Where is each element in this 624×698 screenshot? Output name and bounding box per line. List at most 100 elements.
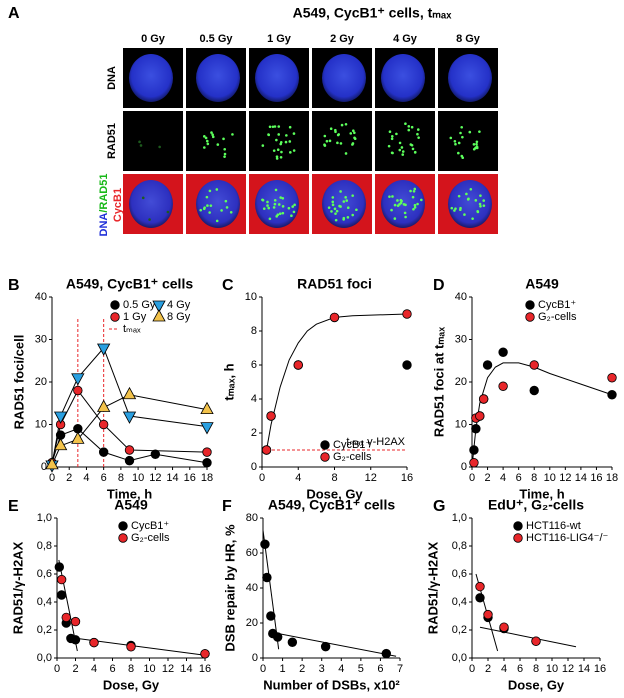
- x-axis-label: Dose, Gy: [103, 677, 160, 692]
- reference-label: tₘₐₓ γ-H2AX: [346, 436, 405, 448]
- focus: [334, 212, 337, 215]
- marker: [122, 411, 137, 424]
- focus: [274, 188, 278, 192]
- focus: [463, 213, 466, 216]
- marker: [53, 411, 68, 424]
- focus: [468, 130, 472, 134]
- focus: [461, 135, 464, 139]
- marker: [381, 648, 392, 659]
- nucleus: [381, 54, 425, 102]
- marker: [56, 574, 67, 585]
- legend-label: HCT116-LIG4⁻/⁻: [526, 532, 609, 544]
- focus: [474, 199, 478, 202]
- legend-marker: [525, 300, 535, 310]
- marker: [71, 431, 85, 444]
- focus: [267, 206, 271, 210]
- x-tick-label: 8: [533, 663, 539, 675]
- focus: [224, 199, 228, 203]
- marker: [124, 445, 135, 455]
- focus: [404, 203, 407, 207]
- x-tick-label: 8: [331, 472, 337, 484]
- marker: [529, 385, 539, 396]
- y-tick-label: 20: [35, 376, 47, 388]
- x-tick-label: 0: [469, 663, 475, 675]
- y-tick-label: 0: [251, 461, 257, 473]
- focus: [388, 130, 392, 133]
- focus: [454, 142, 457, 146]
- x-tick-label: 12: [559, 472, 571, 484]
- x-tick-label: 16: [594, 663, 606, 675]
- fit-line: [266, 313, 408, 451]
- y-tick-label: 10: [455, 418, 467, 430]
- focus: [472, 143, 476, 146]
- y-axis-label: RAD51/γ-H2AX: [10, 541, 25, 634]
- focus: [323, 134, 327, 138]
- focus: [275, 157, 279, 160]
- focus: [284, 140, 288, 144]
- focus: [349, 132, 353, 135]
- focus: [351, 194, 354, 197]
- marker: [287, 637, 298, 647]
- focus: [279, 196, 282, 199]
- panel-label: D: [433, 277, 445, 294]
- x-tick-label: 0: [49, 472, 55, 484]
- y-tick-label: 0: [461, 461, 467, 473]
- micrograph: [438, 111, 498, 171]
- focus: [215, 188, 219, 191]
- focus: [413, 150, 417, 154]
- focus: [459, 208, 462, 212]
- focus: [390, 137, 394, 141]
- y-tick-label: 0: [41, 461, 47, 473]
- focus: [281, 205, 285, 208]
- focus: [469, 187, 473, 191]
- focus: [215, 219, 219, 223]
- nucleus: [129, 54, 173, 102]
- focus: [278, 212, 282, 216]
- marker: [478, 394, 489, 404]
- y-tick-label: 0,4: [37, 596, 52, 608]
- row-label: RAD51: [106, 123, 118, 159]
- marker: [531, 636, 541, 646]
- focus: [346, 206, 350, 210]
- x-tick-label: 0: [54, 663, 60, 675]
- focus: [291, 205, 295, 208]
- y-tick-label: 0,6: [37, 568, 52, 580]
- x-axis-label: Number of DSBs, x10²: [263, 677, 400, 692]
- focus: [141, 196, 145, 200]
- marker: [293, 360, 303, 370]
- y-tick-label: 40: [455, 291, 467, 303]
- legend-label: 1 Gy: [123, 311, 147, 323]
- focus: [210, 131, 213, 134]
- marker: [98, 447, 109, 457]
- focus: [275, 138, 278, 142]
- focus: [204, 136, 208, 140]
- y-tick-label: 0,2: [37, 624, 52, 636]
- x-tick-label: 4: [91, 663, 97, 675]
- focus: [272, 206, 276, 209]
- legend-label: tₘₐₓ: [123, 323, 141, 335]
- focus: [407, 128, 411, 132]
- focus: [266, 204, 269, 207]
- legend-label: CycB1⁺: [538, 299, 576, 311]
- focus: [409, 143, 413, 146]
- x-tick-label: 14: [575, 472, 587, 484]
- column-label: 0.5 Gy: [199, 33, 233, 45]
- focus: [331, 200, 335, 204]
- legend-label: 0.5 Gy: [123, 299, 156, 311]
- x-tick-label: 12: [562, 663, 574, 675]
- x-tick-label: 10: [132, 472, 144, 484]
- fit-line: [479, 626, 577, 648]
- legend-marker: [152, 309, 166, 322]
- x-tick-label: 6: [517, 663, 523, 675]
- legend-marker: [110, 300, 120, 310]
- chart-title: A549, CycB1⁺ cells: [268, 497, 395, 513]
- legend-label: 8 Gy: [167, 311, 191, 323]
- marker: [200, 422, 214, 435]
- focus: [398, 141, 402, 145]
- marker: [96, 399, 111, 412]
- marker: [73, 385, 83, 396]
- y-tick-label: 0,4: [452, 596, 467, 608]
- marker: [61, 612, 71, 623]
- focus: [391, 151, 394, 155]
- marker: [261, 445, 272, 455]
